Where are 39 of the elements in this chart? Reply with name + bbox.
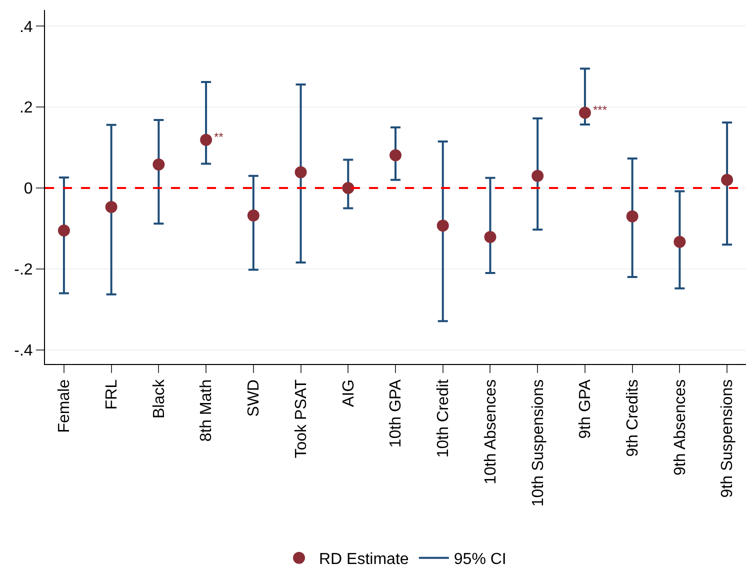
point: [532, 170, 544, 182]
x-tick-label: FRL: [104, 379, 121, 410]
x-tick-label: Black: [150, 378, 168, 419]
point: [105, 201, 118, 214]
y-tick-label: 0: [24, 180, 33, 198]
point: [578, 106, 591, 119]
point: [342, 182, 354, 194]
x-tick-label: 10th GPA: [388, 379, 405, 448]
x-tick-label: 9th Suspensions: [719, 379, 736, 498]
x-tick-label: 10th Absences: [482, 379, 500, 484]
x-tick-label: 10th Suspensions: [530, 379, 547, 507]
legend-label: 95% CI: [454, 551, 506, 568]
point: [294, 166, 307, 178]
point: [484, 230, 496, 243]
x-tick-label: Took PSAT: [292, 379, 310, 458]
annotation: ***: [593, 103, 608, 117]
x-tick-label: 10th Credit: [435, 378, 452, 458]
point: [390, 149, 402, 162]
point: [247, 210, 260, 222]
point: [200, 134, 212, 146]
point: [626, 210, 638, 222]
y-tick-label: .2: [19, 100, 33, 117]
y-tick-label: -.4: [14, 342, 33, 360]
x-tick-label: 9th Credits: [624, 379, 642, 457]
point: [721, 174, 734, 186]
x-tick-label: AIG: [340, 379, 358, 407]
x-tick-label: 8th Math: [198, 379, 216, 442]
x-tick-label: SWD: [246, 379, 263, 417]
y-tick-label: .4: [19, 18, 33, 36]
x-tick-label: 9th GPA: [577, 379, 594, 439]
point: [58, 224, 70, 236]
x-tick-label: Female: [56, 379, 74, 433]
point: [674, 236, 686, 248]
point: [436, 220, 449, 232]
x-tick-label: 9th Absences: [672, 379, 689, 476]
legend-label: RD Estimate: [319, 551, 409, 568]
annotation: **: [214, 130, 224, 144]
y-tick-label: -.2: [14, 262, 33, 279]
point: [152, 158, 165, 171]
